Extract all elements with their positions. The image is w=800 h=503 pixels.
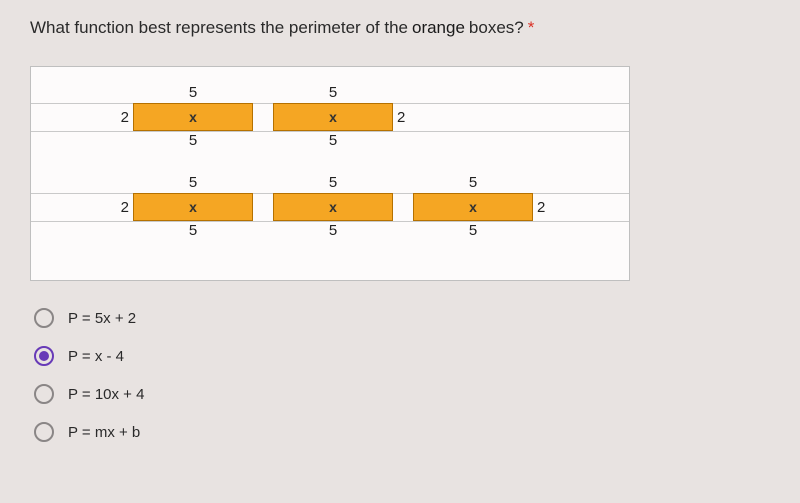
diagram-row: 2 5 x 5 5 x 5 2 xyxy=(31,83,629,151)
box-top-label: 5 xyxy=(189,83,197,103)
option-label: P = 10x + 4 xyxy=(68,386,144,403)
radio-icon[interactable] xyxy=(34,346,54,366)
orange-box: x xyxy=(413,193,533,221)
box-top-label: 5 xyxy=(469,173,477,193)
orange-box-stack: 5 x 5 xyxy=(273,83,393,151)
row-left-end: 2 xyxy=(111,109,129,126)
option-row[interactable]: P = mx + b xyxy=(34,413,770,451)
radio-icon[interactable] xyxy=(34,422,54,442)
box-bottom-label: 5 xyxy=(189,131,197,151)
box-top-label: 5 xyxy=(329,83,337,103)
box-bottom-label: 5 xyxy=(189,221,197,241)
option-row[interactable]: P = x - 4 xyxy=(34,337,770,375)
orange-box-stack: 5 x 5 xyxy=(133,83,253,151)
orange-box: x xyxy=(133,103,253,131)
box-top-label: 5 xyxy=(329,173,337,193)
row-right-end: 2 xyxy=(397,109,415,126)
orange-box: x xyxy=(133,193,253,221)
option-label: P = 5x + 2 xyxy=(68,310,136,327)
required-asterisk: * xyxy=(528,18,535,38)
orange-box-stack: 5 x 5 xyxy=(273,173,393,241)
question-main: What function best represents the perime… xyxy=(30,18,408,38)
box-top-label: 5 xyxy=(189,173,197,193)
orange-box: x xyxy=(273,103,393,131)
orange-box-stack: 5 x 5 xyxy=(413,173,533,241)
row-right-end: 2 xyxy=(537,199,555,216)
radio-icon[interactable] xyxy=(34,308,54,328)
options-group: P = 5x + 2 P = x - 4 P = 10x + 4 P = mx … xyxy=(34,299,770,451)
diagram-row: 2 5 x 5 5 x 5 5 x 5 2 xyxy=(31,173,629,241)
option-label: P = x - 4 xyxy=(68,348,124,365)
option-label: P = mx + b xyxy=(68,424,140,441)
box-bottom-label: 5 xyxy=(469,221,477,241)
option-row[interactable]: P = 10x + 4 xyxy=(34,375,770,413)
box-bottom-label: 5 xyxy=(329,221,337,241)
box-bottom-label: 5 xyxy=(329,131,337,151)
diagram-area: 2 5 x 5 5 x 5 2 2 5 x 5 xyxy=(30,66,630,281)
question-tail: boxes? xyxy=(469,18,524,38)
question-highlight: orange xyxy=(412,18,465,38)
orange-box: x xyxy=(273,193,393,221)
question-text: What function best represents the perime… xyxy=(30,18,770,38)
option-row[interactable]: P = 5x + 2 xyxy=(34,299,770,337)
row-left-end: 2 xyxy=(111,199,129,216)
orange-box-stack: 5 x 5 xyxy=(133,173,253,241)
radio-icon[interactable] xyxy=(34,384,54,404)
